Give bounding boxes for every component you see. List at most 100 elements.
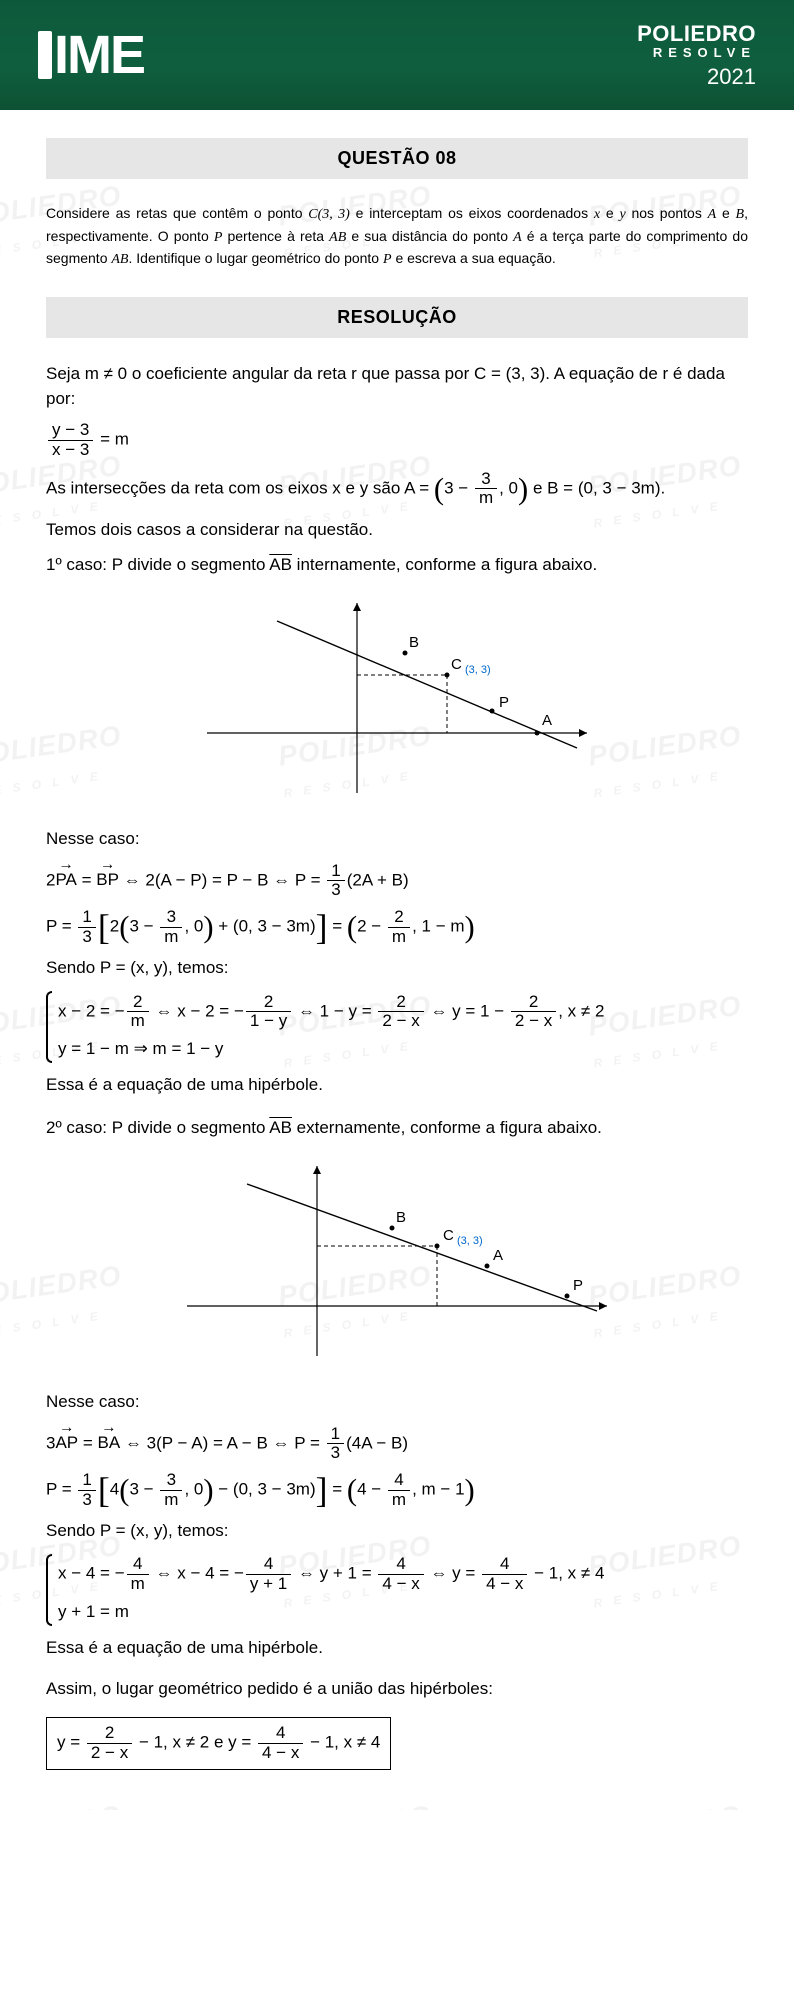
s2l1n2: 4: [246, 1555, 291, 1575]
sol-p5: Sendo P = (x, y), temos:: [46, 956, 748, 981]
eq5-d1: 3: [78, 1491, 95, 1510]
svg-text:P: P: [573, 1277, 583, 1294]
eq3-ib: 3 −: [129, 917, 158, 936]
s2l1n: 4: [127, 1555, 149, 1575]
figure-2-svg: A B C (3, 3) P: [167, 1156, 627, 1366]
eq5-ia: 4: [110, 1480, 119, 1499]
eq5-id: m: [160, 1491, 182, 1510]
sys1-line2: y = 1 − m ⇒ m = 1 − y: [58, 1037, 604, 1062]
s1l1d: m: [127, 1012, 149, 1031]
ime-logo-text: IME: [54, 24, 144, 86]
s1l1n3: 2: [378, 993, 423, 1013]
eq3-plus: + (0, 3 − 3m): [214, 917, 316, 936]
s1l1c: ⇔ 1 − y =: [293, 1001, 376, 1020]
figure-1-svg: A B C (3, 3) P: [187, 593, 607, 803]
solution-heading: RESOLUÇÃO: [46, 297, 748, 338]
svg-text:B: B: [396, 1209, 406, 1226]
eq-p-external: P = 13[4(3 − 3m, 0) − (0, 3 − 3m)] = (4 …: [46, 1471, 748, 1509]
svg-text:(3, 3): (3, 3): [465, 664, 491, 676]
eq5-rd: m: [388, 1491, 410, 1510]
s2l1a: x − 4 = −: [58, 1564, 125, 1583]
ab-var: AB: [329, 230, 346, 245]
s2l1b: ⇔ x − 4 = −: [151, 1564, 244, 1583]
problem-text-9: e escreva a sua equação.: [392, 250, 556, 266]
eq2-eq1: =: [77, 870, 96, 889]
case1-b: internamente, conforme a figura abaixo.: [292, 555, 597, 574]
question-heading: QUESTÃO 08: [46, 138, 748, 179]
figure-2: A B C (3, 3) P: [46, 1156, 748, 1374]
case-2: 2º caso: P divide o segmento AB externam…: [46, 1116, 748, 1141]
p2-b: e B = (0, 3 − 3m).: [528, 478, 665, 497]
sys2-line2: y + 1 = m: [58, 1600, 604, 1625]
eq1-rhs: = m: [95, 430, 129, 449]
vec-ap: AP: [55, 1431, 78, 1456]
s2l1c: ⇔ y + 1 =: [293, 1564, 376, 1583]
eq2-rhs: (2A + B): [347, 870, 409, 889]
case2-b: externamente, conforme a figura abaixo.: [292, 1118, 602, 1137]
brand-name: POLIEDRO: [637, 21, 756, 47]
eq-vec-external: 3AP = BA ⇔ 3(P − A) = A − B ⇔ P = 13(4A …: [46, 1425, 748, 1463]
s2l1d4: 4 − x: [482, 1575, 527, 1594]
case2-a: 2º caso: P divide o segmento: [46, 1118, 269, 1137]
p2-mid: 3 −: [444, 478, 473, 497]
fn2: 4: [258, 1724, 303, 1744]
fd2: 4 − x: [258, 1744, 303, 1763]
problem-text-2: e interceptam os eixos coordenados: [350, 205, 594, 221]
eq1-num: y − 3: [48, 421, 93, 441]
sys1-line1: x − 2 = −2m ⇔ x − 2 = −21 − y ⇔ 1 − y = …: [58, 993, 604, 1031]
s1l1n: 2: [127, 993, 149, 1013]
problem-text-1: Considere as retas que contêm o ponto: [46, 205, 308, 221]
svg-text:P: P: [499, 694, 509, 711]
s1l1n4: 2: [511, 993, 556, 1013]
s1l1e: , x ≠ 2: [558, 1001, 604, 1020]
s2l1d: m: [127, 1575, 149, 1594]
a-var-2: A: [513, 230, 522, 245]
problem-text-3: nos pontos: [626, 205, 708, 221]
ab-var-2: AB: [111, 252, 128, 267]
fa: y =: [57, 1733, 85, 1752]
system-1: x − 2 = −2m ⇔ x − 2 = −21 − y ⇔ 1 − y = …: [46, 991, 748, 1063]
page-header: IME POLIEDRO RESOLVE 2021: [0, 0, 794, 110]
eq-p-internal: P = 13[2(3 − 3m, 0) + (0, 3 − 3m)] = (2 …: [46, 908, 748, 946]
eq4-lhs1: 3: [46, 1433, 55, 1452]
solution-body: Seja m ≠ 0 o coeficiente angular da reta…: [46, 362, 748, 1770]
ab-bar-1: AB: [269, 555, 292, 574]
sol-p1: Seja m ≠ 0 o coeficiente angular da reta…: [46, 362, 748, 411]
problem-text-5: pertence à reta: [222, 228, 329, 244]
fb: − 1, x ≠ 2 e y =: [134, 1733, 256, 1752]
eq3-ia: 2: [110, 917, 119, 936]
s1l1a: x − 2 = −: [58, 1001, 125, 1020]
problem-text-8: . Identifique o lugar geométrico do pont…: [128, 250, 383, 266]
s2l1d2: y + 1: [246, 1575, 291, 1594]
p-var-2: P: [383, 252, 392, 267]
problem-statement: Considere as retas que contêm o ponto C(…: [46, 203, 748, 271]
eq2-iff: ⇔ 2(A − P) = P − B ⇔ P =: [119, 870, 325, 889]
eq4-chain: ⇔ 3(P − A) = A − B ⇔ P =: [120, 1433, 324, 1452]
svg-text:B: B: [409, 634, 419, 651]
svg-text:C: C: [443, 1227, 454, 1244]
and-1: e: [600, 205, 619, 221]
s1l1d3: 2 − x: [378, 1012, 423, 1031]
sol-p6: Essa é a equação de uma hipérbole.: [46, 1073, 748, 1098]
b-var: B: [736, 207, 745, 222]
eq4-d: 3: [327, 1444, 344, 1463]
eq3-in: 3: [160, 908, 182, 928]
eq5-ic: , 0: [184, 1480, 203, 1499]
sol-p4: Nesse caso:: [46, 827, 748, 852]
s1l1d2: 1 − y: [246, 1012, 291, 1031]
c-point: C(3, 3): [308, 207, 350, 222]
s1l1b: ⇔ x − 2 = −: [151, 1001, 244, 1020]
fn1: 2: [87, 1724, 132, 1744]
a-var: A: [708, 207, 717, 222]
eq1-den: x − 3: [48, 441, 93, 460]
eq-vec-internal: 2PA = BP ⇔ 2(A − P) = P − B ⇔ P = 13(2A …: [46, 862, 748, 900]
a-num: 3: [475, 470, 497, 490]
sol-p9: Essa é a equação de uma hipérbole.: [46, 1636, 748, 1661]
eq3-n1: 1: [78, 908, 95, 928]
sol-p8: Sendo P = (x, y), temos:: [46, 1519, 748, 1544]
figure-1: A B C (3, 3) P: [46, 593, 748, 811]
eq3-id: m: [160, 928, 182, 947]
eq4-n: 1: [327, 1425, 344, 1445]
and-2: e: [716, 205, 735, 221]
s1l1n2: 2: [246, 993, 291, 1013]
